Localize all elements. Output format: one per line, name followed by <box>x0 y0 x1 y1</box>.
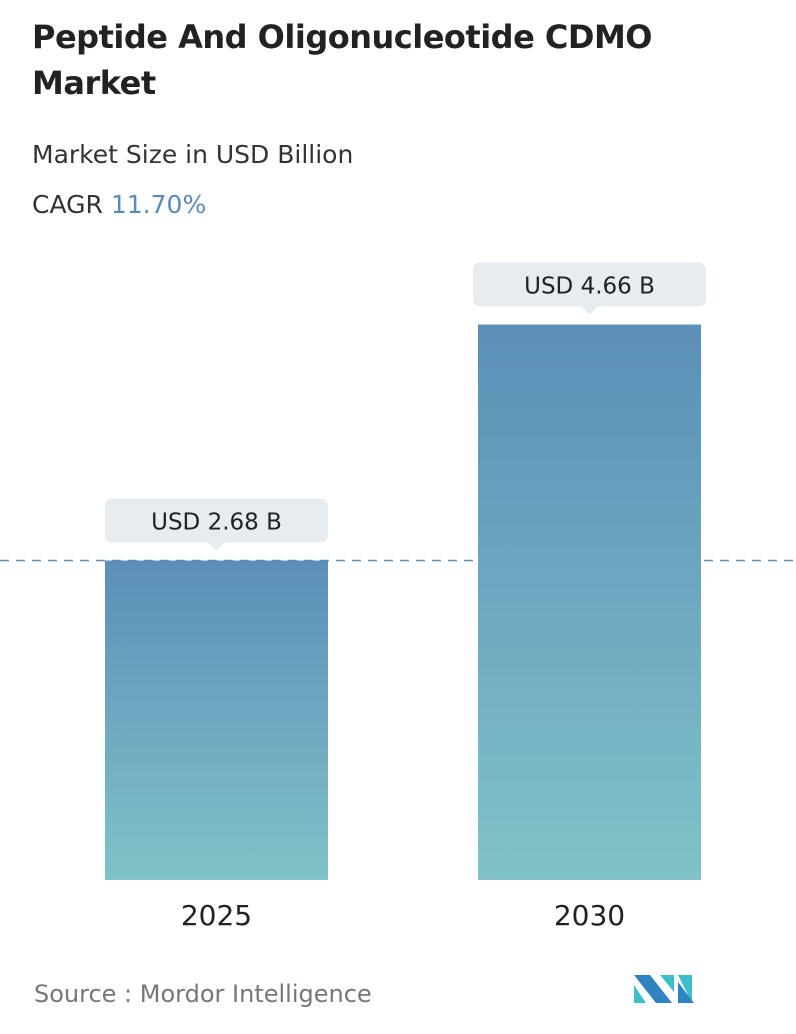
cagr-label: CAGR <box>32 190 103 219</box>
bar-2025 <box>105 560 328 880</box>
data-label-box-2025 <box>105 498 328 543</box>
x-tick-label-2030: 2030 <box>554 899 625 932</box>
data-label-2030: USD 4.66 B <box>524 274 655 300</box>
cagr: CAGR 11.70% <box>32 190 206 219</box>
chart-title: Peptide And Oligonucleotide CDMO Market <box>32 18 653 102</box>
data-label-2025: USD 2.68 B <box>151 510 282 536</box>
data-label-pointer <box>208 542 225 551</box>
chart-subtitle: Market Size in USD Billion <box>32 140 354 169</box>
bar-chart: USD 2.68 B 2025 USD 4.66 B 2030 <box>0 262 796 932</box>
data-label-pointer <box>581 306 598 315</box>
data-label-box-2030 <box>473 262 706 307</box>
source-text: Source : Mordor Intelligence <box>34 980 372 1008</box>
cagr-value: 11.70% <box>110 190 207 219</box>
mordor-logo-icon <box>634 975 694 1003</box>
bar-2030 <box>478 324 701 880</box>
x-tick-label-2025: 2025 <box>181 899 252 932</box>
